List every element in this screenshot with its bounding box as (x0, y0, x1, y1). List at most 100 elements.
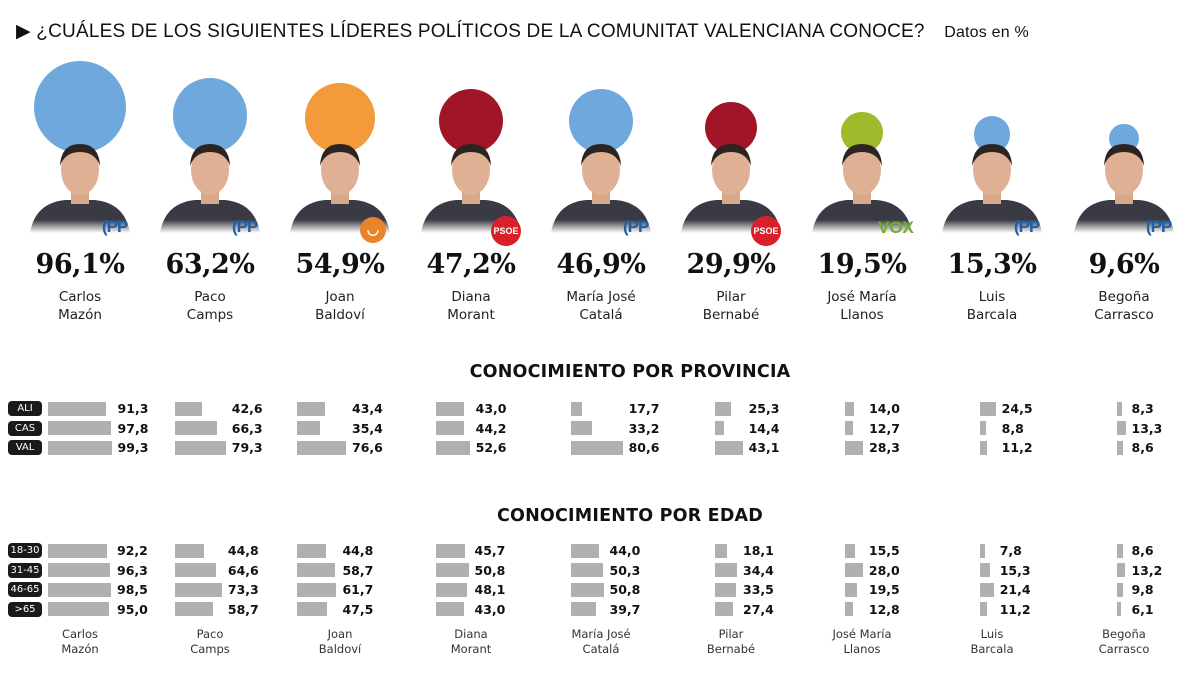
bar-5-0 (715, 543, 727, 558)
bar-3-1 (436, 421, 465, 436)
bar-value: 44,0 (609, 543, 641, 558)
bar-3-0 (436, 401, 464, 416)
knowledge-percent: 96,1% (35, 249, 125, 280)
bar-0-0 (48, 401, 107, 416)
bar-4-2 (571, 582, 604, 597)
last-name: Baldoví (315, 307, 365, 323)
bar-value: 64,6 (227, 562, 259, 578)
category-badge: VAL (8, 440, 42, 456)
bar-value: 8,8 (1001, 420, 1024, 436)
bar-value: 43,4 (352, 401, 383, 416)
first-name: Begoña (1098, 289, 1150, 305)
bar-value: 43,0 (474, 601, 506, 617)
bar-7-1 (980, 421, 986, 436)
leader-name-bottom: Diana Morant (406, 627, 536, 657)
bar-5-3 (715, 602, 733, 617)
bar-1-1 (175, 563, 217, 578)
subtitle: Datos en % (944, 24, 1029, 41)
first-name: Pilar (718, 627, 744, 641)
bar-value: 76,6 (352, 440, 383, 456)
bar-value: 97,8 (117, 420, 149, 436)
knowledge-percent: 9,6% (1088, 249, 1160, 280)
knowledge-percent: 46,9% (556, 249, 646, 280)
bar-value: 58,7 (342, 562, 374, 578)
pp-logo: (PP (1014, 217, 1040, 236)
first-name: Luis (978, 289, 1006, 305)
leader-name: José María Llanos (797, 288, 927, 324)
leader-name-bottom: Begoña Carrasco (1059, 627, 1189, 657)
pp-logo: (PP (102, 217, 128, 236)
bar-0-1 (48, 563, 110, 578)
bar-8-0 (1117, 543, 1123, 558)
bar-3-2 (436, 582, 467, 597)
age-section-title: CONOCIMIENTO POR EDAD (496, 506, 764, 526)
leader-name: Pilar Bernabé (666, 288, 796, 324)
bar-value: 35,4 (352, 420, 383, 436)
bar-value: 50,8 (474, 562, 506, 578)
bar-1-2 (175, 440, 226, 455)
leader-name-bottom: José María Llanos (797, 627, 927, 657)
last-name: Carrasco (1098, 642, 1150, 656)
last-name: Baldoví (318, 642, 362, 656)
bar-value: 18,1 (743, 543, 774, 558)
bar-value: 8,6 (1131, 543, 1154, 558)
leader-photo (812, 144, 912, 233)
bar-7-1 (980, 563, 990, 578)
knowledge-percent: 15,3% (947, 249, 1037, 280)
vox-logo: VOX (878, 218, 914, 237)
bar-value: 47,5 (342, 601, 374, 617)
knowledge-percent: 63,2% (165, 249, 255, 280)
bar-value: 24,5 (1001, 401, 1033, 416)
leader-name: Joan Baldoví (275, 288, 405, 324)
leader-name: Carlos Mazón (15, 288, 145, 324)
psoe-logo: PSOE (751, 216, 781, 246)
leader-photo (942, 144, 1042, 233)
bar-0-3 (48, 602, 109, 617)
bar-value: 33,2 (628, 420, 660, 436)
bar-8-3 (1117, 602, 1121, 617)
first-name: Joan (325, 289, 355, 305)
knowledge-percent: 54,9% (295, 249, 385, 280)
bar-7-0 (980, 401, 996, 416)
bar-value: 45,7 (474, 543, 506, 558)
bar-value: 25,3 (748, 401, 780, 416)
bar-value: 11,2 (1001, 440, 1033, 456)
bar-value: 98,5 (117, 582, 148, 598)
bar-value: 50,3 (609, 562, 641, 578)
last-name: Morant (447, 307, 495, 323)
bar-value: 15,3 (999, 562, 1031, 578)
first-name: Pilar (716, 289, 746, 305)
bar-value: 58,7 (227, 601, 259, 617)
bar-value: 61,7 (342, 582, 374, 598)
knowledge-percent: 19,5% (817, 249, 907, 280)
first-name: Luis (980, 627, 1004, 641)
first-name: María José (566, 289, 636, 305)
province-section-title: CONOCIMIENTO POR PROVINCIA (469, 362, 791, 382)
bar-value: 66,3 (231, 420, 263, 436)
bubble-3 (438, 88, 504, 153)
bar-6-0 (845, 543, 855, 558)
first-name: Carlos (58, 289, 102, 305)
bar-value: 96,3 (117, 562, 148, 578)
pp-logo: (PP (623, 217, 649, 236)
bar-value: 39,7 (609, 601, 641, 617)
bar-1-2 (175, 582, 222, 597)
bar-3-0 (436, 543, 466, 558)
first-name: Paco (194, 289, 226, 305)
bar-4-1 (571, 421, 593, 436)
bar-value: 6,1 (1131, 601, 1154, 617)
psoe-logo: PSOE (491, 216, 521, 246)
bar-5-0 (715, 401, 732, 416)
first-name: Joan (327, 627, 353, 641)
leader-name: Begoña Carrasco (1059, 288, 1189, 324)
last-name: Barcala (966, 307, 1018, 323)
leader-name: Diana Morant (406, 288, 536, 324)
bar-value: 14,0 (869, 401, 900, 416)
knowledge-percent: 47,2% (426, 249, 516, 280)
leader-name-bottom: Pilar Bernabé (666, 627, 796, 657)
category-badge: 31-45 (8, 562, 42, 578)
first-name: Diana (451, 289, 491, 305)
bar-value: 8,3 (1131, 401, 1154, 416)
bubble-4 (568, 88, 634, 153)
bar-4-1 (571, 563, 604, 578)
